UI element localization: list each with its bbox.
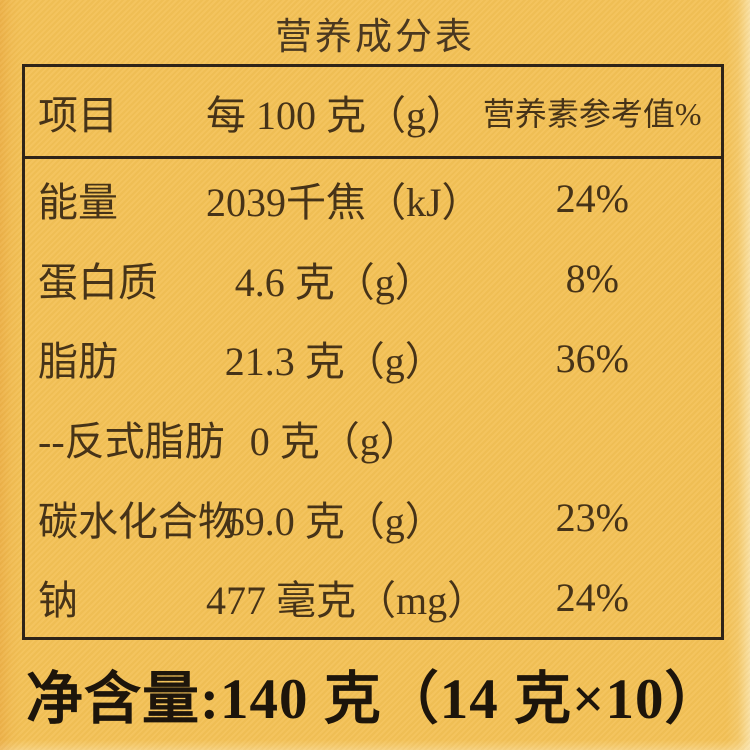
table-body: 能量 2039千焦（kJ） 24% 蛋白质 4.6 克（g） 8% 脂肪 21.… bbox=[25, 159, 721, 637]
row-amount: 2039千焦（kJ） bbox=[205, 179, 482, 225]
row-nrv: 24% bbox=[555, 574, 629, 620]
table-header-row: 项目 每 100 克（g） 营养素参考值% bbox=[25, 67, 721, 159]
header-nrv: 营养素参考值% bbox=[482, 95, 702, 132]
table-row-carbohydrate: 碳水化合物 69.0 克（g） 23% bbox=[25, 478, 721, 558]
header-amount: 每 100 克（g） bbox=[205, 92, 466, 138]
header-item: 项目 bbox=[38, 92, 118, 138]
row-item-label: 钠 bbox=[38, 578, 78, 624]
row-nrv: 24% bbox=[555, 176, 629, 222]
row-item-label: 蛋白质 bbox=[38, 259, 158, 305]
row-amount: 0 克（g） bbox=[249, 418, 420, 464]
page-title: 营养成分表 bbox=[275, 17, 475, 58]
row-nrv: 23% bbox=[555, 495, 629, 541]
row-amount: 69.0 克（g） bbox=[224, 498, 445, 544]
row-item-label: 碳水化合物 bbox=[38, 498, 238, 544]
net-content-text: 净含量:140 克（14 克×10） bbox=[26, 668, 723, 731]
row-item-label: 能量 bbox=[38, 179, 118, 225]
table-row-energy: 能量 2039千焦（kJ） 24% bbox=[25, 159, 721, 239]
row-amount: 21.3 克（g） bbox=[224, 339, 445, 385]
table-row-protein: 蛋白质 4.6 克（g） 8% bbox=[25, 239, 721, 319]
row-item-label: 脂肪 bbox=[38, 339, 118, 385]
table-row-fat: 脂肪 21.3 克（g） 36% bbox=[25, 318, 721, 398]
row-item-label: --反式脂肪 bbox=[38, 418, 225, 464]
row-amount: 4.6 克（g） bbox=[234, 259, 435, 305]
row-amount: 477 毫克（mg） bbox=[205, 578, 488, 624]
nutrition-table: 项目 每 100 克（g） 营养素参考值% 能量 2039千焦（kJ） 24% … bbox=[22, 64, 724, 640]
table-row-sodium: 钠 477 毫克（mg） 24% bbox=[25, 557, 721, 637]
row-nrv: 8% bbox=[565, 256, 619, 301]
table-row-trans-fat: --反式脂肪 0 克（g） bbox=[25, 398, 721, 478]
row-nrv: 36% bbox=[555, 335, 629, 381]
